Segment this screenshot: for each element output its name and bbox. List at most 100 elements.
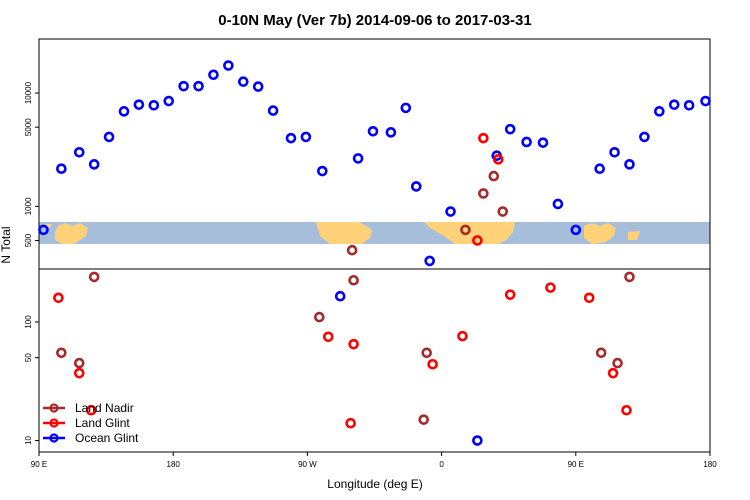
map-land-south-america bbox=[316, 222, 372, 244]
land-nadir-point bbox=[418, 414, 430, 425]
legend-marker-ocean-glint bbox=[49, 433, 59, 443]
y-tick-label: 50 bbox=[24, 353, 33, 362]
land-nadir-point bbox=[460, 224, 471, 236]
ocean-glint-point bbox=[385, 127, 397, 138]
land-nadir-point bbox=[88, 271, 100, 283]
ocean-glint-point bbox=[300, 131, 312, 143]
x-axis-label: Longitude (deg E) bbox=[327, 477, 422, 491]
x-tick-label: 90 E bbox=[568, 460, 584, 469]
land-nadir-point bbox=[478, 188, 489, 199]
y-tick-label: 5000 bbox=[24, 118, 33, 136]
ocean-glint-point bbox=[410, 181, 422, 192]
ocean-glint-point bbox=[445, 206, 456, 217]
ocean-glint-point bbox=[56, 163, 67, 174]
legend-marker-land-nadir bbox=[49, 403, 59, 413]
land-glint-point bbox=[427, 358, 438, 370]
land-nadir-point bbox=[421, 347, 432, 359]
land-glint-point bbox=[621, 404, 632, 416]
ocean-glint-point bbox=[424, 255, 435, 267]
land-glint-point bbox=[457, 330, 468, 342]
x-axis: 90 E 180 90 W 0 90 E 180 bbox=[31, 452, 717, 469]
ocean-glint-point bbox=[609, 147, 620, 158]
map-land-island bbox=[628, 231, 640, 240]
legend-label-land-glint: Land Glint bbox=[75, 416, 130, 430]
land-nadir-point bbox=[488, 170, 500, 182]
ocean-glint-point bbox=[237, 76, 249, 87]
ocean-glint-point bbox=[118, 106, 130, 117]
land-nadir-point bbox=[624, 271, 635, 283]
legend-label-land-nadir: Land Nadir bbox=[75, 401, 134, 415]
y-tick-label: 10 bbox=[24, 436, 33, 445]
ocean-glint-point bbox=[267, 105, 279, 116]
y-axis-label: N Total bbox=[0, 226, 13, 263]
ocean-glint-point bbox=[654, 106, 665, 117]
land-glint-point bbox=[348, 338, 359, 350]
ocean-glint-point bbox=[668, 99, 680, 110]
ocean-glint-point bbox=[683, 99, 695, 111]
land-glint-point bbox=[545, 282, 556, 293]
ocean-glint-point bbox=[252, 81, 264, 92]
ocean-glint-point bbox=[570, 224, 582, 236]
land-nadir-point bbox=[612, 357, 623, 369]
ocean-glint-point bbox=[133, 99, 145, 110]
ocean-glint-point bbox=[624, 159, 635, 170]
ocean-glint-point bbox=[400, 102, 412, 114]
land-nadir-point bbox=[73, 357, 85, 369]
land-nadir-point bbox=[56, 347, 67, 359]
y-tick-label: 1000 bbox=[24, 197, 33, 215]
grid-axes bbox=[38, 38, 711, 453]
ocean-glint-point bbox=[193, 80, 204, 92]
ocean-glint-point bbox=[73, 147, 85, 158]
ocean-glint-point bbox=[334, 290, 346, 302]
ocean-glint-point bbox=[352, 153, 364, 164]
ocean-glint-point bbox=[552, 198, 564, 210]
ocean-glint-point bbox=[594, 163, 605, 174]
y-tick-label: 10000 bbox=[24, 81, 33, 104]
legend-label-ocean-glint: Ocean Glint bbox=[75, 431, 139, 445]
ocean-glint-point bbox=[163, 95, 175, 107]
ocean-glint-point bbox=[148, 99, 160, 111]
map-strip bbox=[39, 222, 710, 244]
data-points bbox=[38, 60, 711, 446]
land-nadir-point bbox=[595, 347, 607, 359]
plot-frame bbox=[38, 38, 711, 453]
ocean-glint-point bbox=[504, 123, 516, 135]
land-glint-point bbox=[345, 417, 356, 429]
land-glint-point bbox=[478, 132, 489, 144]
legend-marker-land-glint bbox=[49, 418, 59, 428]
ocean-glint-point bbox=[285, 132, 297, 144]
ocean-glint-point bbox=[223, 60, 234, 71]
ocean-glint-point bbox=[88, 159, 100, 170]
land-glint-point bbox=[322, 331, 334, 343]
land-glint-point bbox=[504, 289, 516, 300]
ocean-glint-point bbox=[38, 224, 49, 236]
y-axis: 500 1000 5000 10000 10 50 100 bbox=[24, 81, 39, 445]
ocean-glint-point bbox=[208, 69, 219, 81]
map-land-new-guinea bbox=[44, 224, 52, 228]
x-tick-label: 180 bbox=[167, 460, 181, 469]
y-tick-label: 100 bbox=[24, 315, 33, 329]
land-nadir-point bbox=[497, 206, 509, 217]
map-land-australia bbox=[55, 223, 88, 244]
land-nadir-point bbox=[346, 244, 358, 256]
ocean-glint-point bbox=[178, 80, 189, 92]
ocean-glint-point bbox=[537, 137, 549, 148]
x-tick-label: 180 bbox=[703, 460, 717, 469]
land-glint-point bbox=[472, 235, 483, 246]
map-ocean bbox=[39, 222, 710, 244]
ocean-glint-point bbox=[367, 125, 379, 137]
land-glint-point bbox=[607, 367, 619, 379]
ocean-glint-point bbox=[472, 435, 483, 446]
land-nadir-point bbox=[348, 274, 359, 286]
x-tick-label: 90 E bbox=[31, 460, 47, 469]
ocean-glint-point bbox=[521, 136, 532, 148]
land-glint-point bbox=[85, 404, 97, 416]
land-glint-point bbox=[492, 154, 504, 165]
land-glint-point bbox=[53, 292, 64, 304]
ocean-glint-point bbox=[700, 95, 711, 107]
x-tick-label: 0 bbox=[439, 460, 444, 469]
land-glint-point bbox=[583, 292, 595, 304]
chart-title: 0-10N May (Ver 7b) 2014-09-06 to 2017-03… bbox=[218, 12, 532, 29]
